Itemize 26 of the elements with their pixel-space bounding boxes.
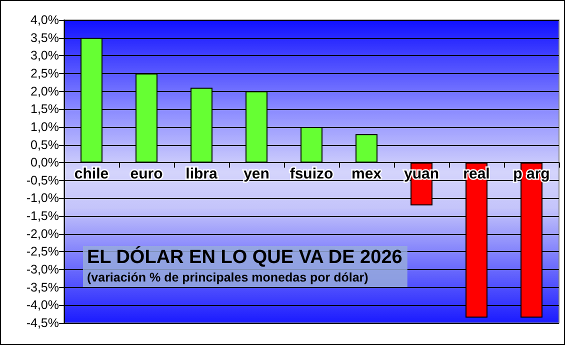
y-tick-label: 1,0% [30,120,59,134]
y-tick-label: 0,0% [30,156,59,170]
x-tick-label: euro [130,166,163,183]
y-tick-label: -3,0% [26,262,59,277]
y-tick-label: -2,0% [26,226,59,241]
y-tick-label: -0,5% [26,173,59,188]
y-tick-label: 2,5% [30,66,59,80]
y-tick-label: -1,5% [26,209,59,224]
text: EL DÓLAR EN LO QUE VA DE 2026 [87,246,402,268]
y-tick-label: -3,5% [26,280,59,294]
y-tick-label: 2,0% [30,84,59,98]
y-tick-label: -2,5% [26,244,59,259]
y-tick-label: 4,0% [30,13,59,27]
x-tick-label: mex [351,166,382,183]
x-tick-label: yen [244,166,270,183]
y-tick-label: 3,0% [30,48,59,63]
y-tick-label: -4,0% [26,298,59,312]
text: (variación % de principales monedas por dólar) [87,270,368,284]
y-tick-label: 1,5% [30,102,59,116]
x-tick-label: libra [186,166,218,183]
x-tick-label: chile [74,166,109,183]
y-tick-label: -1,0% [26,191,59,206]
x-tick-label: fsuizo [290,166,334,183]
y-tick-label: -4,5% [26,316,59,330]
y-tick-label: 0,5% [30,138,59,152]
y-tick-label: 3,5% [30,30,59,45]
